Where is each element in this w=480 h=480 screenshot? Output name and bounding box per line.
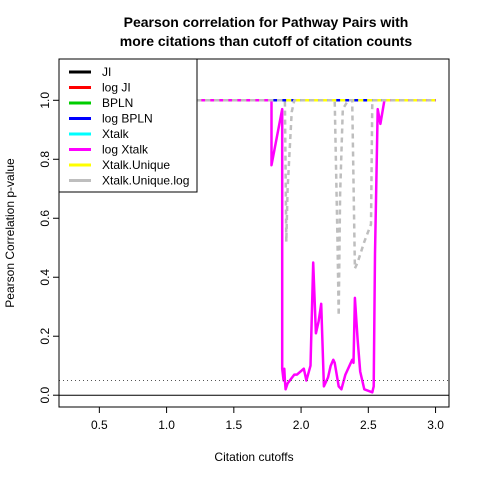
x-tick-label: 1.0 [158, 418, 175, 432]
x-tick-label: 0.5 [91, 418, 108, 432]
x-tick-label: 3.0 [427, 418, 444, 432]
reference-lines [59, 379, 449, 396]
series-line-log-xtalk [196, 99, 436, 394]
y-tick-label: 0.2 [38, 328, 52, 345]
x-axis: 0.5 1.0 1.5 2.0 2.5 3.0 [91, 406, 444, 432]
chart-title-line-2: more citations than cutoff of citation c… [120, 33, 413, 49]
x-axis-label: Citation cutoffs [214, 450, 293, 464]
chart-title-line-1: Pearson correlation for Pathway Pairs wi… [124, 14, 409, 30]
y-tick-label: 0.6 [38, 210, 52, 227]
y-axis-label: Pearson Correlation p-value [3, 158, 17, 308]
x-tick-label: 2.5 [360, 418, 377, 432]
legend-label: BPLN [102, 96, 133, 110]
legend-label: log BPLN [102, 112, 153, 126]
x-tick-label: 1.5 [225, 418, 242, 432]
y-axis: 0.0 0.2 0.4 0.6 0.8 1.0 [38, 92, 60, 404]
series-layer [196, 99, 436, 394]
legend-label: Xtalk.Unique.log [102, 174, 189, 188]
legend-label: log JI [102, 81, 131, 95]
legend-label: JI [102, 65, 111, 79]
legend-box [58, 58, 198, 193]
legend-label: Xtalk [102, 127, 130, 141]
legend-label: Xtalk.Unique [102, 158, 170, 172]
y-tick-label: 1.0 [38, 92, 52, 109]
x-tick-label: 2.0 [293, 418, 310, 432]
y-tick-label: 0.4 [38, 269, 52, 286]
y-tick-label: 0.0 [38, 387, 52, 404]
y-tick-label: 0.8 [38, 151, 52, 168]
series-line-xtalk-unique-log [196, 99, 436, 317]
legend-label: log Xtalk [102, 143, 149, 157]
